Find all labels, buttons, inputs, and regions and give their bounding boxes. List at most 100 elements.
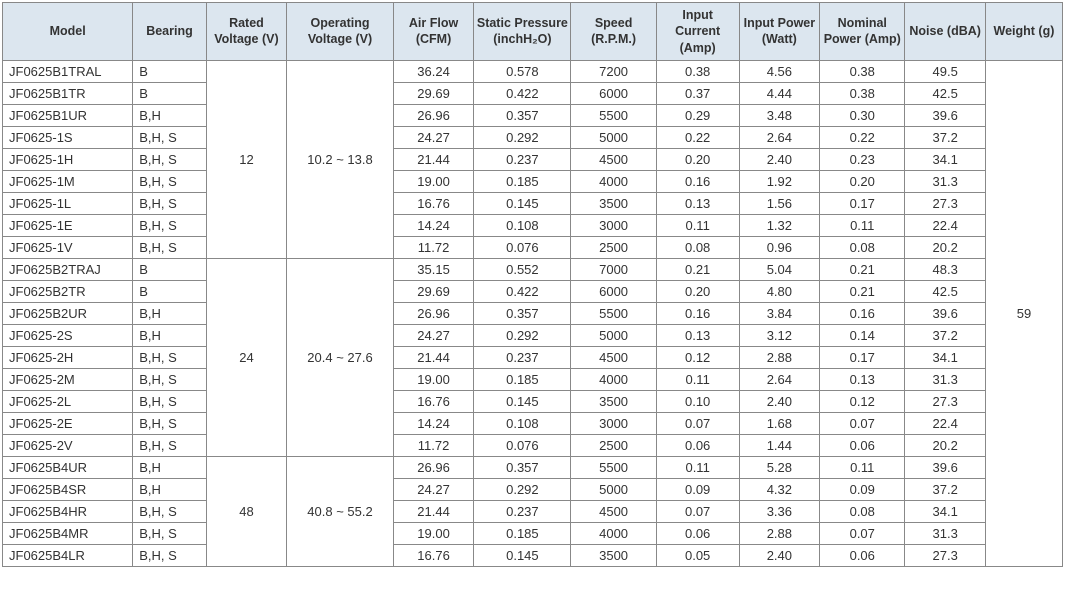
cell-bearing: B,H — [133, 302, 206, 324]
cell-bearing: B — [133, 60, 206, 82]
header-nominal-power: Nominal Power (Amp) — [820, 3, 905, 61]
cell-rated-voltage: 48 — [206, 456, 287, 566]
cell-noise: 22.4 — [905, 214, 986, 236]
cell-input-current: 0.08 — [656, 236, 739, 258]
table-row: JF0625B1TRALB1210.2 ~ 13.836.240.5787200… — [3, 60, 1063, 82]
cell-input-current: 0.21 — [656, 258, 739, 280]
cell-input-power: 4.56 — [739, 60, 820, 82]
cell-static-pressure: 0.578 — [474, 60, 571, 82]
header-speed: Speed (R.P.M.) — [571, 3, 656, 61]
cell-input-current: 0.16 — [656, 302, 739, 324]
cell-bearing: B,H, S — [133, 148, 206, 170]
cell-noise: 39.6 — [905, 302, 986, 324]
cell-nominal-power: 0.17 — [820, 192, 905, 214]
cell-static-pressure: 0.185 — [474, 368, 571, 390]
cell-input-current: 0.06 — [656, 434, 739, 456]
table-row: JF0625B2TRAJB2420.4 ~ 27.635.150.5527000… — [3, 258, 1063, 280]
cell-air-flow: 26.96 — [393, 104, 474, 126]
cell-operating-voltage: 20.4 ~ 27.6 — [287, 258, 394, 456]
cell-air-flow: 21.44 — [393, 500, 474, 522]
table-row: JF0625-1VB,H, S11.720.07625000.080.960.0… — [3, 236, 1063, 258]
header-weight: Weight (g) — [985, 3, 1062, 61]
cell-nominal-power: 0.21 — [820, 280, 905, 302]
cell-nominal-power: 0.06 — [820, 434, 905, 456]
cell-static-pressure: 0.076 — [474, 434, 571, 456]
cell-static-pressure: 0.422 — [474, 280, 571, 302]
cell-model: JF0625B4MR — [3, 522, 133, 544]
cell-static-pressure: 0.552 — [474, 258, 571, 280]
cell-model: JF0625-2L — [3, 390, 133, 412]
cell-input-current: 0.29 — [656, 104, 739, 126]
cell-static-pressure: 0.237 — [474, 148, 571, 170]
cell-nominal-power: 0.21 — [820, 258, 905, 280]
table-row: JF0625-2LB,H, S16.760.14535000.102.400.1… — [3, 390, 1063, 412]
cell-bearing: B,H — [133, 456, 206, 478]
cell-noise: 42.5 — [905, 82, 986, 104]
cell-static-pressure: 0.108 — [474, 214, 571, 236]
cell-speed: 4500 — [571, 500, 656, 522]
cell-air-flow: 24.27 — [393, 478, 474, 500]
cell-nominal-power: 0.07 — [820, 522, 905, 544]
cell-model: JF0625B2TR — [3, 280, 133, 302]
cell-input-power: 2.40 — [739, 148, 820, 170]
cell-weight: 59 — [985, 60, 1062, 566]
cell-noise: 34.1 — [905, 346, 986, 368]
cell-speed: 4000 — [571, 522, 656, 544]
cell-model: JF0625-1S — [3, 126, 133, 148]
cell-model: JF0625B4UR — [3, 456, 133, 478]
cell-input-current: 0.11 — [656, 214, 739, 236]
cell-static-pressure: 0.145 — [474, 390, 571, 412]
cell-rated-voltage: 12 — [206, 60, 287, 258]
cell-model: JF0625-1L — [3, 192, 133, 214]
table-row: JF0625B4MRB,H, S19.000.18540000.062.880.… — [3, 522, 1063, 544]
cell-input-current: 0.13 — [656, 192, 739, 214]
header-bearing: Bearing — [133, 3, 206, 61]
cell-model: JF0625B1UR — [3, 104, 133, 126]
cell-noise: 31.3 — [905, 170, 986, 192]
cell-noise: 20.2 — [905, 434, 986, 456]
cell-model: JF0625B4HR — [3, 500, 133, 522]
cell-input-power: 5.28 — [739, 456, 820, 478]
table-row: JF0625-1EB,H, S14.240.10830000.111.320.1… — [3, 214, 1063, 236]
cell-rated-voltage: 24 — [206, 258, 287, 456]
cell-noise: 27.3 — [905, 544, 986, 566]
header-row: Model Bearing Rated Voltage (V) Operatin… — [3, 3, 1063, 61]
cell-static-pressure: 0.357 — [474, 302, 571, 324]
cell-air-flow: 14.24 — [393, 412, 474, 434]
cell-bearing: B — [133, 82, 206, 104]
cell-input-power: 1.44 — [739, 434, 820, 456]
cell-input-current: 0.07 — [656, 412, 739, 434]
cell-nominal-power: 0.14 — [820, 324, 905, 346]
cell-input-power: 3.12 — [739, 324, 820, 346]
table-row: JF0625B2URB,H26.960.35755000.163.840.163… — [3, 302, 1063, 324]
cell-speed: 4500 — [571, 346, 656, 368]
cell-bearing: B,H, S — [133, 412, 206, 434]
cell-speed: 5500 — [571, 456, 656, 478]
cell-nominal-power: 0.11 — [820, 456, 905, 478]
cell-speed: 3500 — [571, 544, 656, 566]
cell-model: JF0625-2V — [3, 434, 133, 456]
table-row: JF0625-1MB,H, S19.000.18540000.161.920.2… — [3, 170, 1063, 192]
cell-noise: 42.5 — [905, 280, 986, 302]
cell-bearing: B — [133, 280, 206, 302]
cell-speed: 7200 — [571, 60, 656, 82]
cell-static-pressure: 0.357 — [474, 104, 571, 126]
table-row: JF0625-2SB,H24.270.29250000.133.120.1437… — [3, 324, 1063, 346]
table-row: JF0625-2EB,H, S14.240.10830000.071.680.0… — [3, 412, 1063, 434]
cell-air-flow: 16.76 — [393, 544, 474, 566]
cell-static-pressure: 0.237 — [474, 500, 571, 522]
cell-input-current: 0.22 — [656, 126, 739, 148]
header-rated-voltage: Rated Voltage (V) — [206, 3, 287, 61]
cell-input-power: 4.32 — [739, 478, 820, 500]
cell-nominal-power: 0.20 — [820, 170, 905, 192]
cell-noise: 39.6 — [905, 104, 986, 126]
cell-input-current: 0.11 — [656, 456, 739, 478]
cell-bearing: B — [133, 258, 206, 280]
header-input-current: Input Current (Amp) — [656, 3, 739, 61]
cell-air-flow: 35.15 — [393, 258, 474, 280]
cell-nominal-power: 0.17 — [820, 346, 905, 368]
table-row: JF0625B4SRB,H24.270.29250000.094.320.093… — [3, 478, 1063, 500]
cell-input-current: 0.07 — [656, 500, 739, 522]
cell-noise: 31.3 — [905, 522, 986, 544]
header-noise: Noise (dBA) — [905, 3, 986, 61]
